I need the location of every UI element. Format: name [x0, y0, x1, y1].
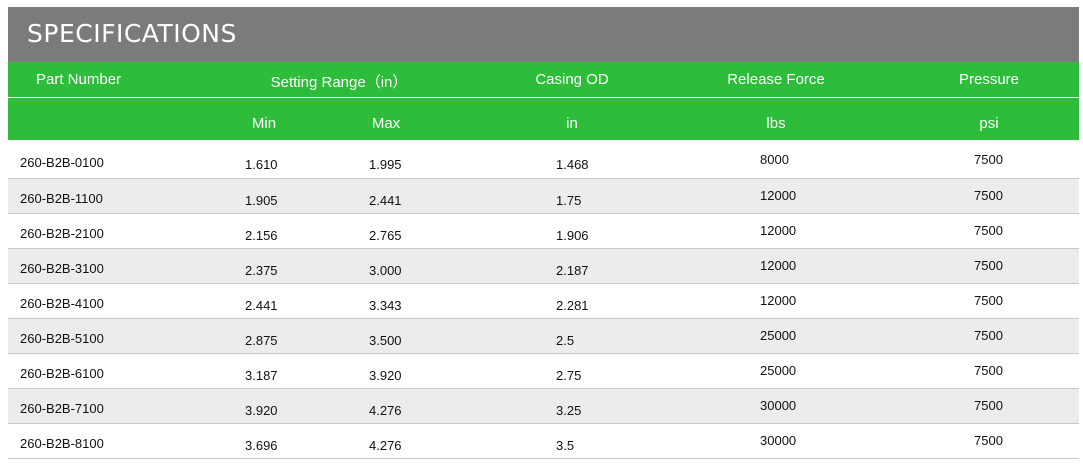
cell-max: 3.343	[369, 298, 402, 313]
table-row: 260-B2B-4100 2.441 3.343 2.281 12000 7500	[8, 284, 1079, 319]
cell-min: 2.375	[245, 263, 278, 278]
table-row: 260-B2B-7100 3.920 4.276 3.25 30000 7500	[8, 389, 1079, 424]
cell-part: 260-B2B-1100	[20, 191, 103, 206]
cell-max: 4.276	[369, 438, 402, 453]
header-part-number: Part Number	[36, 71, 122, 88]
cell-casing: 2.5	[556, 333, 575, 348]
cell-casing: 1.75	[556, 193, 582, 208]
cell-min: 3.696	[245, 438, 278, 453]
cell-min: 1.610	[245, 157, 278, 172]
cell-min: 3.187	[245, 368, 278, 383]
subheader-min: Min	[251, 115, 277, 132]
table-body: 260-B2B-0100 1.610 1.995 1.468 8000 7500 260-B…	[8, 141, 1079, 459]
cell-pressure: 7500	[974, 328, 1003, 343]
subheader-max: Max	[371, 115, 401, 132]
cell-force: 30000	[760, 433, 797, 448]
cell-part: 260-B2B-0100	[20, 155, 104, 170]
table-row: 260-B2B-6100 3.187 3.920 2.75 25000 7500	[8, 354, 1079, 389]
cell-casing: 2.75	[556, 368, 582, 383]
cell-max: 3.000	[369, 263, 402, 278]
cell-max: 4.276	[369, 403, 402, 418]
cell-force: 12000	[760, 223, 797, 238]
subheader-pressure-unit: psi	[979, 115, 999, 132]
table-header-row: Part Number Setting Range（in） Casing OD …	[8, 62, 1079, 98]
cell-force: 30000	[760, 398, 797, 413]
cell-min: 2.156	[245, 228, 278, 243]
cell-force: 25000	[760, 363, 797, 378]
cell-part: 260-B2B-3100	[20, 261, 104, 276]
cell-pressure: 7500	[974, 188, 1003, 203]
cell-max: 2.765	[369, 228, 402, 243]
cell-force: 8000	[760, 152, 789, 167]
header-setting-range: Setting Range（in）	[270, 74, 408, 91]
cell-force: 12000	[760, 188, 797, 203]
cell-part: 260-B2B-5100	[20, 331, 104, 346]
header-release-force: Release Force	[727, 71, 825, 88]
cell-force: 25000	[760, 328, 797, 343]
cell-max: 3.500	[369, 333, 402, 348]
cell-casing: 2.187	[556, 263, 589, 278]
cell-casing: 1.906	[556, 228, 589, 243]
cell-part: 260-B2B-8100	[20, 436, 104, 451]
cell-casing: 3.5	[556, 438, 575, 453]
cell-max: 1.995	[369, 157, 402, 172]
title-bar: SPECIFICATIONS	[8, 7, 1079, 62]
cell-min: 1.905	[245, 193, 278, 208]
cell-max: 3.920	[369, 368, 402, 383]
cell-part: 260-B2B-6100	[20, 366, 104, 381]
cell-pressure: 7500	[974, 398, 1003, 413]
cell-force: 12000	[760, 293, 797, 308]
cell-pressure: 7500	[974, 363, 1003, 378]
table-row: 260-B2B-3100 2.375 3.000 2.187 12000 7500	[8, 249, 1079, 284]
cell-pressure: 7500	[974, 258, 1003, 273]
header-casing-od: Casing OD	[535, 71, 609, 88]
table-row: 260-B2B-0100 1.610 1.995 1.468 8000 7500	[8, 141, 1079, 179]
page-title: SPECIFICATIONS	[27, 19, 237, 48]
cell-min: 2.875	[245, 333, 278, 348]
cell-min: 3.920	[245, 403, 278, 418]
cell-pressure: 7500	[974, 152, 1003, 167]
cell-force: 12000	[760, 258, 797, 273]
subheader-force-unit: lbs	[766, 115, 786, 132]
table-subheader-row: Min Max in lbs psi	[8, 106, 1079, 140]
header-pressure: Pressure	[958, 71, 1020, 88]
cell-pressure: 7500	[974, 293, 1003, 308]
cell-casing: 2.281	[556, 298, 589, 313]
header-gap	[8, 98, 1079, 106]
cell-max: 2.441	[369, 193, 402, 208]
cell-min: 2.441	[245, 298, 278, 313]
cell-casing: 1.468	[556, 157, 589, 172]
subheader-casing-unit: in	[566, 115, 578, 132]
cell-pressure: 7500	[974, 223, 1003, 238]
table-row: 260-B2B-2100 2.156 2.765 1.906 12000 7500	[8, 214, 1079, 249]
table-row: 260-B2B-1100 1.905 2.441 1.75 12000 7500	[8, 179, 1079, 214]
table-row: 260-B2B-5100 2.875 3.500 2.5 25000 7500	[8, 319, 1079, 354]
cell-pressure: 7500	[974, 433, 1003, 448]
cell-part: 260-B2B-2100	[20, 226, 104, 241]
cell-casing: 3.25	[556, 403, 582, 418]
cell-part: 260-B2B-7100	[20, 401, 104, 416]
table-row: 260-B2B-8100 3.696 4.276 3.5 30000 7500	[8, 424, 1079, 459]
cell-part: 260-B2B-4100	[20, 296, 104, 311]
